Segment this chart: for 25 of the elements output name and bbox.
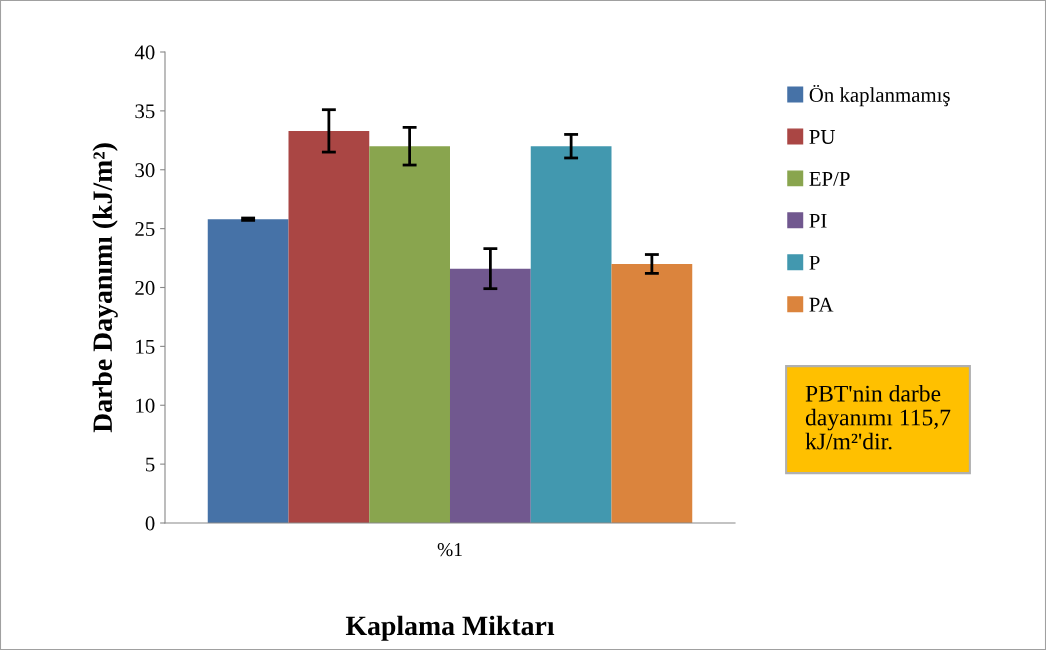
bar — [288, 130, 370, 523]
x-axis-title: Kaplama Miktarı — [345, 615, 555, 641]
bar — [369, 146, 450, 523]
legend-label: Ön kaplanmamış — [809, 84, 950, 107]
bar — [530, 146, 612, 523]
legend-label: PU — [809, 130, 835, 144]
y-tick-label: 30 — [135, 163, 155, 178]
bar — [207, 219, 289, 523]
legend-label: PA — [809, 297, 834, 312]
y-axis-title: Darbe Dayanımı (kJ/m²) — [92, 143, 118, 433]
legend-label: PI — [809, 213, 827, 228]
y-tick-label: 35 — [135, 104, 155, 119]
y-tick-label: 10 — [136, 398, 155, 413]
y-tick-label: 15 — [136, 339, 155, 354]
y-tick-label: 20 — [135, 280, 155, 295]
y-tick-label: 25 — [135, 222, 155, 237]
y-tick-label: 40 — [134, 45, 155, 60]
legend-label: P — [809, 255, 820, 270]
bar — [611, 263, 693, 523]
y-tick-label: 5 — [146, 457, 155, 472]
y-tick-label: 0 — [145, 516, 155, 531]
x-tick-label: %1 — [437, 543, 462, 557]
bar — [450, 268, 531, 523]
text: PBT'nin darbe dayanımı 115,7 kJ/m²'dir. — [805, 385, 951, 450]
legend-label: EP/P — [809, 171, 850, 186]
